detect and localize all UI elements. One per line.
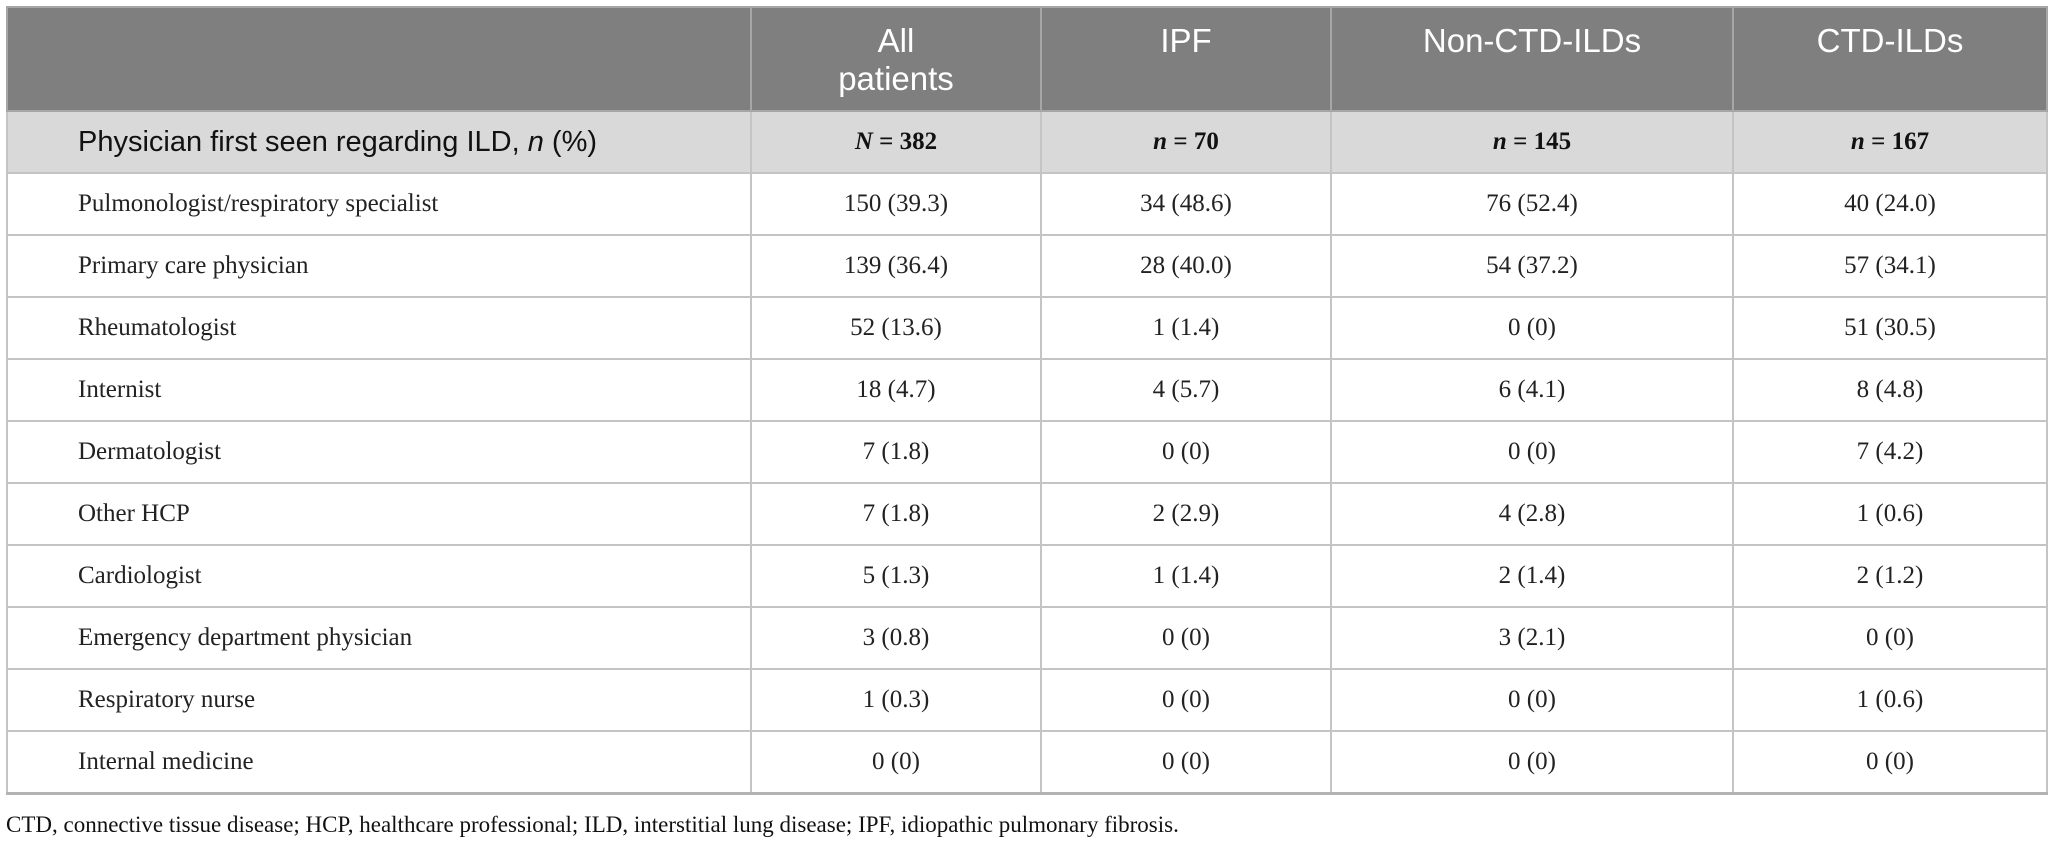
- count-ctd-ilds: n = 167: [1732, 110, 2048, 174]
- cell-all-patients: 5 (1.3): [750, 544, 1042, 608]
- table-row: Internist 18 (4.7) 4 (5.7) 6 (4.1) 8 (4.…: [6, 358, 2048, 422]
- cell-all-patients: 150 (39.3): [750, 172, 1042, 236]
- row-label: Rheumatologist: [6, 296, 752, 360]
- count-value: = 382: [872, 128, 938, 155]
- cell-ipf: 34 (48.6): [1040, 172, 1332, 236]
- cell-ipf: 4 (5.7): [1040, 358, 1332, 422]
- table-row: Other HCP 7 (1.8) 2 (2.9) 4 (2.8) 1 (0.6…: [6, 482, 2048, 546]
- table-row: Rheumatologist 52 (13.6) 1 (1.4) 0 (0) 5…: [6, 296, 2048, 360]
- cell-non-ctd-ilds: 54 (37.2): [1330, 234, 1734, 298]
- column-header-ctd-ilds: CTD-ILDs: [1732, 6, 2048, 112]
- cell-all-patients: 139 (36.4): [750, 234, 1042, 298]
- cell-all-patients: 0 (0): [750, 730, 1042, 795]
- subheader-label-prefix: Physician first seen regarding ILD,: [78, 125, 528, 158]
- table-row: Primary care physician 139 (36.4) 28 (40…: [6, 234, 2048, 298]
- cell-all-patients: 1 (0.3): [750, 668, 1042, 732]
- cell-ipf: 0 (0): [1040, 730, 1332, 795]
- row-label: Other HCP: [6, 482, 752, 546]
- row-label: Pulmonologist/respiratory specialist: [6, 172, 752, 236]
- cell-all-patients: 52 (13.6): [750, 296, 1042, 360]
- cell-non-ctd-ilds: 6 (4.1): [1330, 358, 1734, 422]
- cell-ipf: 1 (1.4): [1040, 544, 1332, 608]
- table-row: Pulmonologist/respiratory specialist 150…: [6, 172, 2048, 236]
- count-ipf: n = 70: [1040, 110, 1332, 174]
- row-label: Emergency department physician: [6, 606, 752, 670]
- cell-all-patients: 7 (1.8): [750, 482, 1042, 546]
- cell-non-ctd-ilds: 0 (0): [1330, 668, 1734, 732]
- cell-all-patients: 18 (4.7): [750, 358, 1042, 422]
- row-label: Respiratory nurse: [6, 668, 752, 732]
- count-all-patients: N = 382: [750, 110, 1042, 174]
- cell-ctd-ilds: 57 (34.1): [1732, 234, 2048, 298]
- row-label: Internist: [6, 358, 752, 422]
- subheader-label-suffix: (%): [543, 125, 598, 158]
- cell-all-patients: 3 (0.8): [750, 606, 1042, 670]
- column-header-blank: [6, 6, 752, 112]
- cell-ctd-ilds: 1 (0.6): [1732, 668, 2048, 732]
- column-header-ipf: IPF: [1040, 6, 1332, 112]
- table-row: Cardiologist 5 (1.3) 1 (1.4) 2 (1.4) 2 (…: [6, 544, 2048, 608]
- table-row: Respiratory nurse 1 (0.3) 0 (0) 0 (0) 1 …: [6, 668, 2048, 732]
- cell-all-patients: 7 (1.8): [750, 420, 1042, 484]
- cell-ipf: 0 (0): [1040, 668, 1332, 732]
- cell-ctd-ilds: 7 (4.2): [1732, 420, 2048, 484]
- cell-ctd-ilds: 0 (0): [1732, 730, 2048, 795]
- cell-non-ctd-ilds: 4 (2.8): [1330, 482, 1734, 546]
- cell-non-ctd-ilds: 2 (1.4): [1330, 544, 1734, 608]
- cell-ctd-ilds: 0 (0): [1732, 606, 2048, 670]
- cell-ipf: 0 (0): [1040, 420, 1332, 484]
- count-value: = 167: [1864, 128, 1930, 155]
- cell-ctd-ilds: 8 (4.8): [1732, 358, 2048, 422]
- count-value: = 145: [1506, 128, 1572, 155]
- data-table-container: All patients IPF Non-CTD-ILDs CTD-ILDs P…: [6, 6, 2048, 795]
- row-label: Cardiologist: [6, 544, 752, 608]
- cell-non-ctd-ilds: 0 (0): [1330, 730, 1734, 795]
- count-value: = 70: [1167, 128, 1219, 155]
- count-symbol: n: [1850, 128, 1865, 155]
- cell-ctd-ilds: 40 (24.0): [1732, 172, 2048, 236]
- subheader-label: Physician first seen regarding ILD, n (%…: [6, 110, 752, 174]
- cell-ipf: 28 (40.0): [1040, 234, 1332, 298]
- subheader-label-italic: n: [527, 125, 544, 158]
- cell-ipf: 0 (0): [1040, 606, 1332, 670]
- cell-non-ctd-ilds: 3 (2.1): [1330, 606, 1734, 670]
- table-row: Dermatologist 7 (1.8) 0 (0) 0 (0) 7 (4.2…: [6, 420, 2048, 484]
- count-symbol: N: [854, 128, 873, 155]
- table-footnote: CTD, connective tissue disease; HCP, hea…: [6, 812, 1179, 837]
- cell-ipf: 2 (2.9): [1040, 482, 1332, 546]
- cell-ctd-ilds: 2 (1.2): [1732, 544, 2048, 608]
- column-header-all-patients: All patients: [750, 6, 1042, 112]
- table-row: Internal medicine 0 (0) 0 (0) 0 (0) 0 (0…: [6, 730, 2048, 795]
- count-non-ctd-ilds: n = 145: [1330, 110, 1734, 174]
- column-header-non-ctd-ilds: Non-CTD-ILDs: [1330, 6, 1734, 112]
- row-label: Primary care physician: [6, 234, 752, 298]
- column-header-row: All patients IPF Non-CTD-ILDs CTD-ILDs: [6, 6, 2048, 112]
- cell-non-ctd-ilds: 76 (52.4): [1330, 172, 1734, 236]
- row-label: Internal medicine: [6, 730, 752, 795]
- cell-ipf: 1 (1.4): [1040, 296, 1332, 360]
- count-symbol: n: [1492, 128, 1507, 155]
- cell-non-ctd-ilds: 0 (0): [1330, 296, 1734, 360]
- cell-non-ctd-ilds: 0 (0): [1330, 420, 1734, 484]
- physician-table: All patients IPF Non-CTD-ILDs CTD-ILDs P…: [6, 6, 2048, 795]
- cell-ctd-ilds: 51 (30.5): [1732, 296, 2048, 360]
- row-label: Dermatologist: [6, 420, 752, 484]
- count-symbol: n: [1153, 128, 1168, 155]
- table-row: Emergency department physician 3 (0.8) 0…: [6, 606, 2048, 670]
- subheader-row: Physician first seen regarding ILD, n (%…: [6, 110, 2048, 174]
- cell-ctd-ilds: 1 (0.6): [1732, 482, 2048, 546]
